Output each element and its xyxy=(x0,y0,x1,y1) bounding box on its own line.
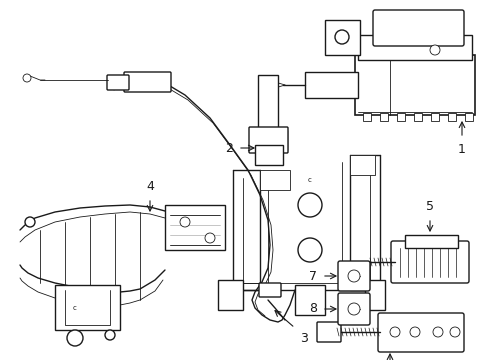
Circle shape xyxy=(389,327,399,337)
FancyBboxPatch shape xyxy=(372,10,463,46)
Text: 1: 1 xyxy=(457,143,465,156)
Polygon shape xyxy=(218,280,243,310)
Polygon shape xyxy=(305,72,357,98)
FancyBboxPatch shape xyxy=(124,72,171,92)
Text: 4: 4 xyxy=(146,180,154,193)
FancyBboxPatch shape xyxy=(259,283,281,297)
Polygon shape xyxy=(294,285,325,315)
Circle shape xyxy=(67,330,83,346)
Polygon shape xyxy=(55,285,120,330)
Circle shape xyxy=(429,45,439,55)
Polygon shape xyxy=(357,35,471,60)
Polygon shape xyxy=(374,15,461,40)
Bar xyxy=(379,113,387,121)
Polygon shape xyxy=(325,20,359,55)
Polygon shape xyxy=(254,145,283,165)
Circle shape xyxy=(432,327,442,337)
Circle shape xyxy=(409,327,419,337)
Circle shape xyxy=(449,327,459,337)
FancyBboxPatch shape xyxy=(107,75,129,90)
FancyBboxPatch shape xyxy=(337,293,369,325)
Polygon shape xyxy=(349,155,374,175)
FancyBboxPatch shape xyxy=(248,127,287,153)
Circle shape xyxy=(347,270,359,282)
Bar xyxy=(464,113,472,121)
Text: 5: 5 xyxy=(425,200,433,213)
FancyBboxPatch shape xyxy=(390,241,468,283)
Text: 3: 3 xyxy=(299,332,307,345)
Polygon shape xyxy=(364,280,384,310)
Bar xyxy=(396,113,404,121)
Circle shape xyxy=(180,217,190,227)
Polygon shape xyxy=(164,205,224,250)
Text: 2: 2 xyxy=(224,141,232,154)
FancyBboxPatch shape xyxy=(377,313,463,352)
Polygon shape xyxy=(260,170,289,190)
Circle shape xyxy=(204,233,215,243)
Polygon shape xyxy=(394,245,464,280)
Circle shape xyxy=(297,193,321,217)
Circle shape xyxy=(347,303,359,315)
Circle shape xyxy=(334,30,348,44)
FancyBboxPatch shape xyxy=(316,322,340,342)
Circle shape xyxy=(23,74,31,82)
Polygon shape xyxy=(354,55,474,115)
Bar xyxy=(430,113,438,121)
Text: c: c xyxy=(307,177,311,183)
Text: 7: 7 xyxy=(308,270,316,283)
Text: 8: 8 xyxy=(308,302,316,315)
Bar xyxy=(447,113,455,121)
Polygon shape xyxy=(258,75,278,135)
Text: c: c xyxy=(73,305,77,311)
Bar xyxy=(362,113,370,121)
FancyBboxPatch shape xyxy=(337,261,369,291)
Polygon shape xyxy=(404,235,457,248)
Circle shape xyxy=(105,330,115,340)
Polygon shape xyxy=(249,130,286,150)
Circle shape xyxy=(297,238,321,262)
Bar xyxy=(413,113,421,121)
Circle shape xyxy=(25,217,35,227)
